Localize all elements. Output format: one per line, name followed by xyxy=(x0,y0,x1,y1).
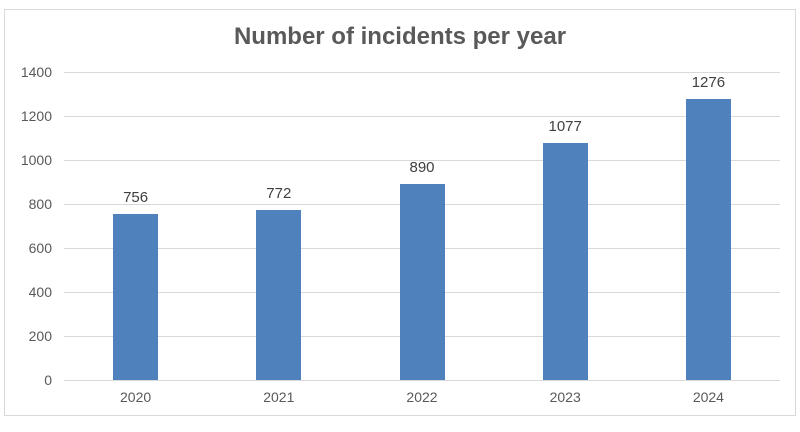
y-tick-label: 1200 xyxy=(20,108,52,124)
chart-title: Number of incidents per year xyxy=(233,23,567,50)
x-tick-label: 2024 xyxy=(692,389,724,405)
bar-2020 xyxy=(113,213,159,380)
y-tick-label: 1400 xyxy=(20,64,52,80)
y-tick-label: 200 xyxy=(28,328,52,344)
x-tick-label: 2022 xyxy=(406,389,438,405)
y-tick-label: 800 xyxy=(28,196,52,212)
bar-2021 xyxy=(256,210,302,380)
bar-2023 xyxy=(542,143,588,380)
bar-2022 xyxy=(399,184,445,380)
data-label: 890 xyxy=(409,159,435,177)
x-tick-label: 2023 xyxy=(549,389,581,405)
data-label: 1077 xyxy=(548,118,582,136)
x-axis-line xyxy=(64,380,780,381)
y-tick-label: 600 xyxy=(28,240,52,256)
data-label: 772 xyxy=(266,185,292,203)
gridline xyxy=(64,160,780,161)
bar-2024 xyxy=(685,99,731,380)
y-tick-label: 400 xyxy=(28,284,52,300)
gridline xyxy=(64,72,780,73)
data-label: 756 xyxy=(123,188,149,206)
x-tick-label: 2020 xyxy=(120,389,152,405)
x-tick-label: 2021 xyxy=(263,389,295,405)
y-tick-label: 1000 xyxy=(20,152,52,168)
y-tick-label: 0 xyxy=(44,372,52,388)
data-label: 1276 xyxy=(691,74,726,92)
gridline xyxy=(64,116,780,117)
